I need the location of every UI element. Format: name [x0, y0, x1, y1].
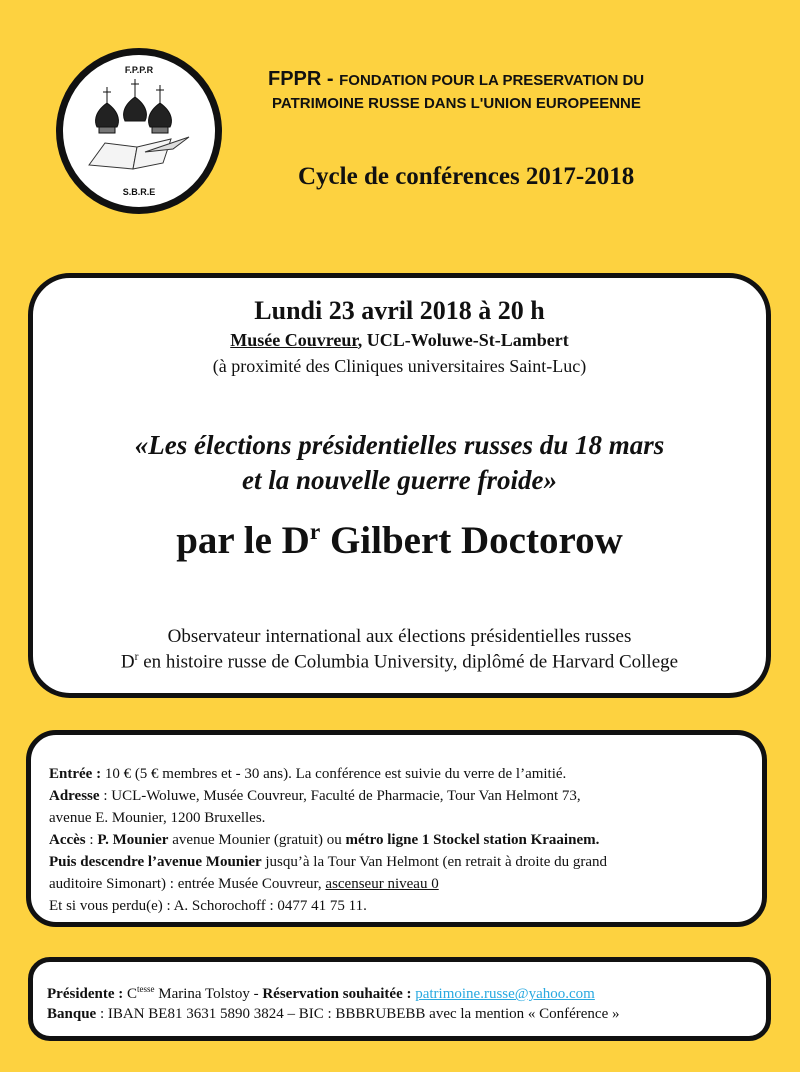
banque-label: Banque [47, 1006, 97, 1022]
bio-prefix: D [120, 651, 135, 673]
acces-text: avenue Mounier (gratuit) ou [168, 832, 346, 848]
venue-location: , UCL-Woluwe-St-Lambert [357, 330, 569, 350]
speaker: par le Dr Gilbert Doctorow [33, 518, 766, 563]
org-name-line1: FPPR - FONDATION POUR LA PRESERVATION DU [268, 68, 644, 91]
email-link[interactable]: patrimoine.russe@yahoo.com [415, 986, 595, 1002]
event-proximity: (à proximité des Cliniques universitaire… [212, 356, 587, 376]
presidente-name: Marina Tolstoy - [154, 986, 263, 1002]
presidente-line: Présidente : Ctesse Marina Tolstoy - Rés… [47, 979, 620, 1004]
event-box: Lundi 23 avril 2018 à 20 h Musée Couvreu… [28, 273, 771, 698]
acces-label: Accès [49, 832, 86, 848]
adresse-label: Adresse [49, 788, 100, 804]
speaker-name: Gilbert Doctorow [320, 519, 623, 562]
logo-top-text: F.P.P.R [124, 65, 154, 75]
event-venue: Musée Couvreur, UCL-Woluwe-St-Lambert [33, 330, 766, 351]
org-name-text1: FONDATION POUR LA PRESERVATION DU [339, 72, 645, 89]
adresse-line2: avenue E. Mounier, 1200 Bruxelles. [49, 810, 266, 826]
bio-sup: r [134, 651, 139, 663]
lecture-title-line2: et la nouvelle guerre froide» [242, 465, 557, 495]
practical-info: Entrée : 10 € (5 € membres et - 30 ans).… [49, 763, 607, 917]
practical-info-box: Entrée : 10 € (5 € membres et - 30 ans).… [26, 730, 767, 927]
org-acronym: FPPR - [268, 68, 340, 90]
logo-bottom-text: S.B.R.E [122, 187, 156, 197]
org-name-line2: PATRIMOINE RUSSE DANS L'UNION EUROPEENNE [272, 95, 641, 112]
venue-name: Musée Couvreur [230, 330, 358, 350]
event-date: Lundi 23 avril 2018 à 20 h [254, 296, 545, 325]
auditoire-text: auditoire Simonart) : entrée Musée Couvr… [49, 876, 326, 892]
church-domes-book-icon [88, 79, 190, 170]
ascenseur-text: ascenseur niveau 0 [325, 876, 439, 892]
adresse-line: Adresse : UCL-Woluwe, Musée Couvreur, Fa… [49, 785, 607, 807]
speaker-bio-line2: Dr en histoire russe de Columbia Univers… [33, 651, 766, 673]
bio-text: en histoire russe de Columbia University… [138, 651, 679, 673]
cycle-title: Cycle de conférences 2017-2018 [298, 163, 635, 190]
presidente-label: Présidente : [47, 986, 124, 1002]
speaker-title-sup: r [309, 519, 321, 545]
reservation-label: Réservation souhaitée : [262, 986, 412, 1002]
directions-bold: Puis descendre l’avenue Mounier [49, 854, 262, 870]
entree-line: Entrée : 10 € (5 € membres et - 30 ans).… [49, 763, 607, 785]
title-c: C [123, 986, 137, 1002]
adresse-text: : UCL-Woluwe, Musée Couvreur, Faculté de… [99, 788, 581, 804]
contact-info: Présidente : Ctesse Marina Tolstoy - Rés… [47, 979, 620, 1024]
speaker-bio-line1: Observateur international aux élections … [167, 626, 632, 647]
banque-text: : IBAN BE81 3631 5890 3824 – BIC : BBBRU… [96, 1006, 620, 1022]
entree-label: Entrée : [49, 766, 102, 782]
acces-sep: : [85, 832, 98, 848]
directions-text: jusqu’à la Tour Van Helmont (en retrait … [261, 854, 608, 870]
directions-line: Puis descendre l’avenue Mounier jusqu’à … [49, 851, 607, 873]
title-sup: tesse [137, 984, 155, 994]
acces-line: Accès : P. Mounier avenue Mounier (gratu… [49, 829, 607, 851]
contact-lost-line: Et si vous perdu(e) : A. Schorochoff : 0… [49, 898, 367, 914]
contact-box: Présidente : Ctesse Marina Tolstoy - Rés… [28, 957, 771, 1041]
parking-name: P. Mounier [97, 832, 169, 848]
metro-info: métro ligne 1 Stockel station Kraainem. [345, 832, 600, 848]
entree-text: 10 € (5 € membres et - 30 ans). La confé… [101, 766, 567, 782]
fppr-logo: F.P.P.R S.B.R.E [56, 48, 222, 214]
lecture-title-line1: «Les élections présidentielles russes du… [134, 430, 665, 460]
auditoire-line: auditoire Simonart) : entrée Musée Couvr… [49, 873, 607, 895]
banque-line: Banque : IBAN BE81 3631 5890 3824 – BIC … [47, 1004, 620, 1024]
speaker-prefix: par le D [176, 519, 310, 562]
